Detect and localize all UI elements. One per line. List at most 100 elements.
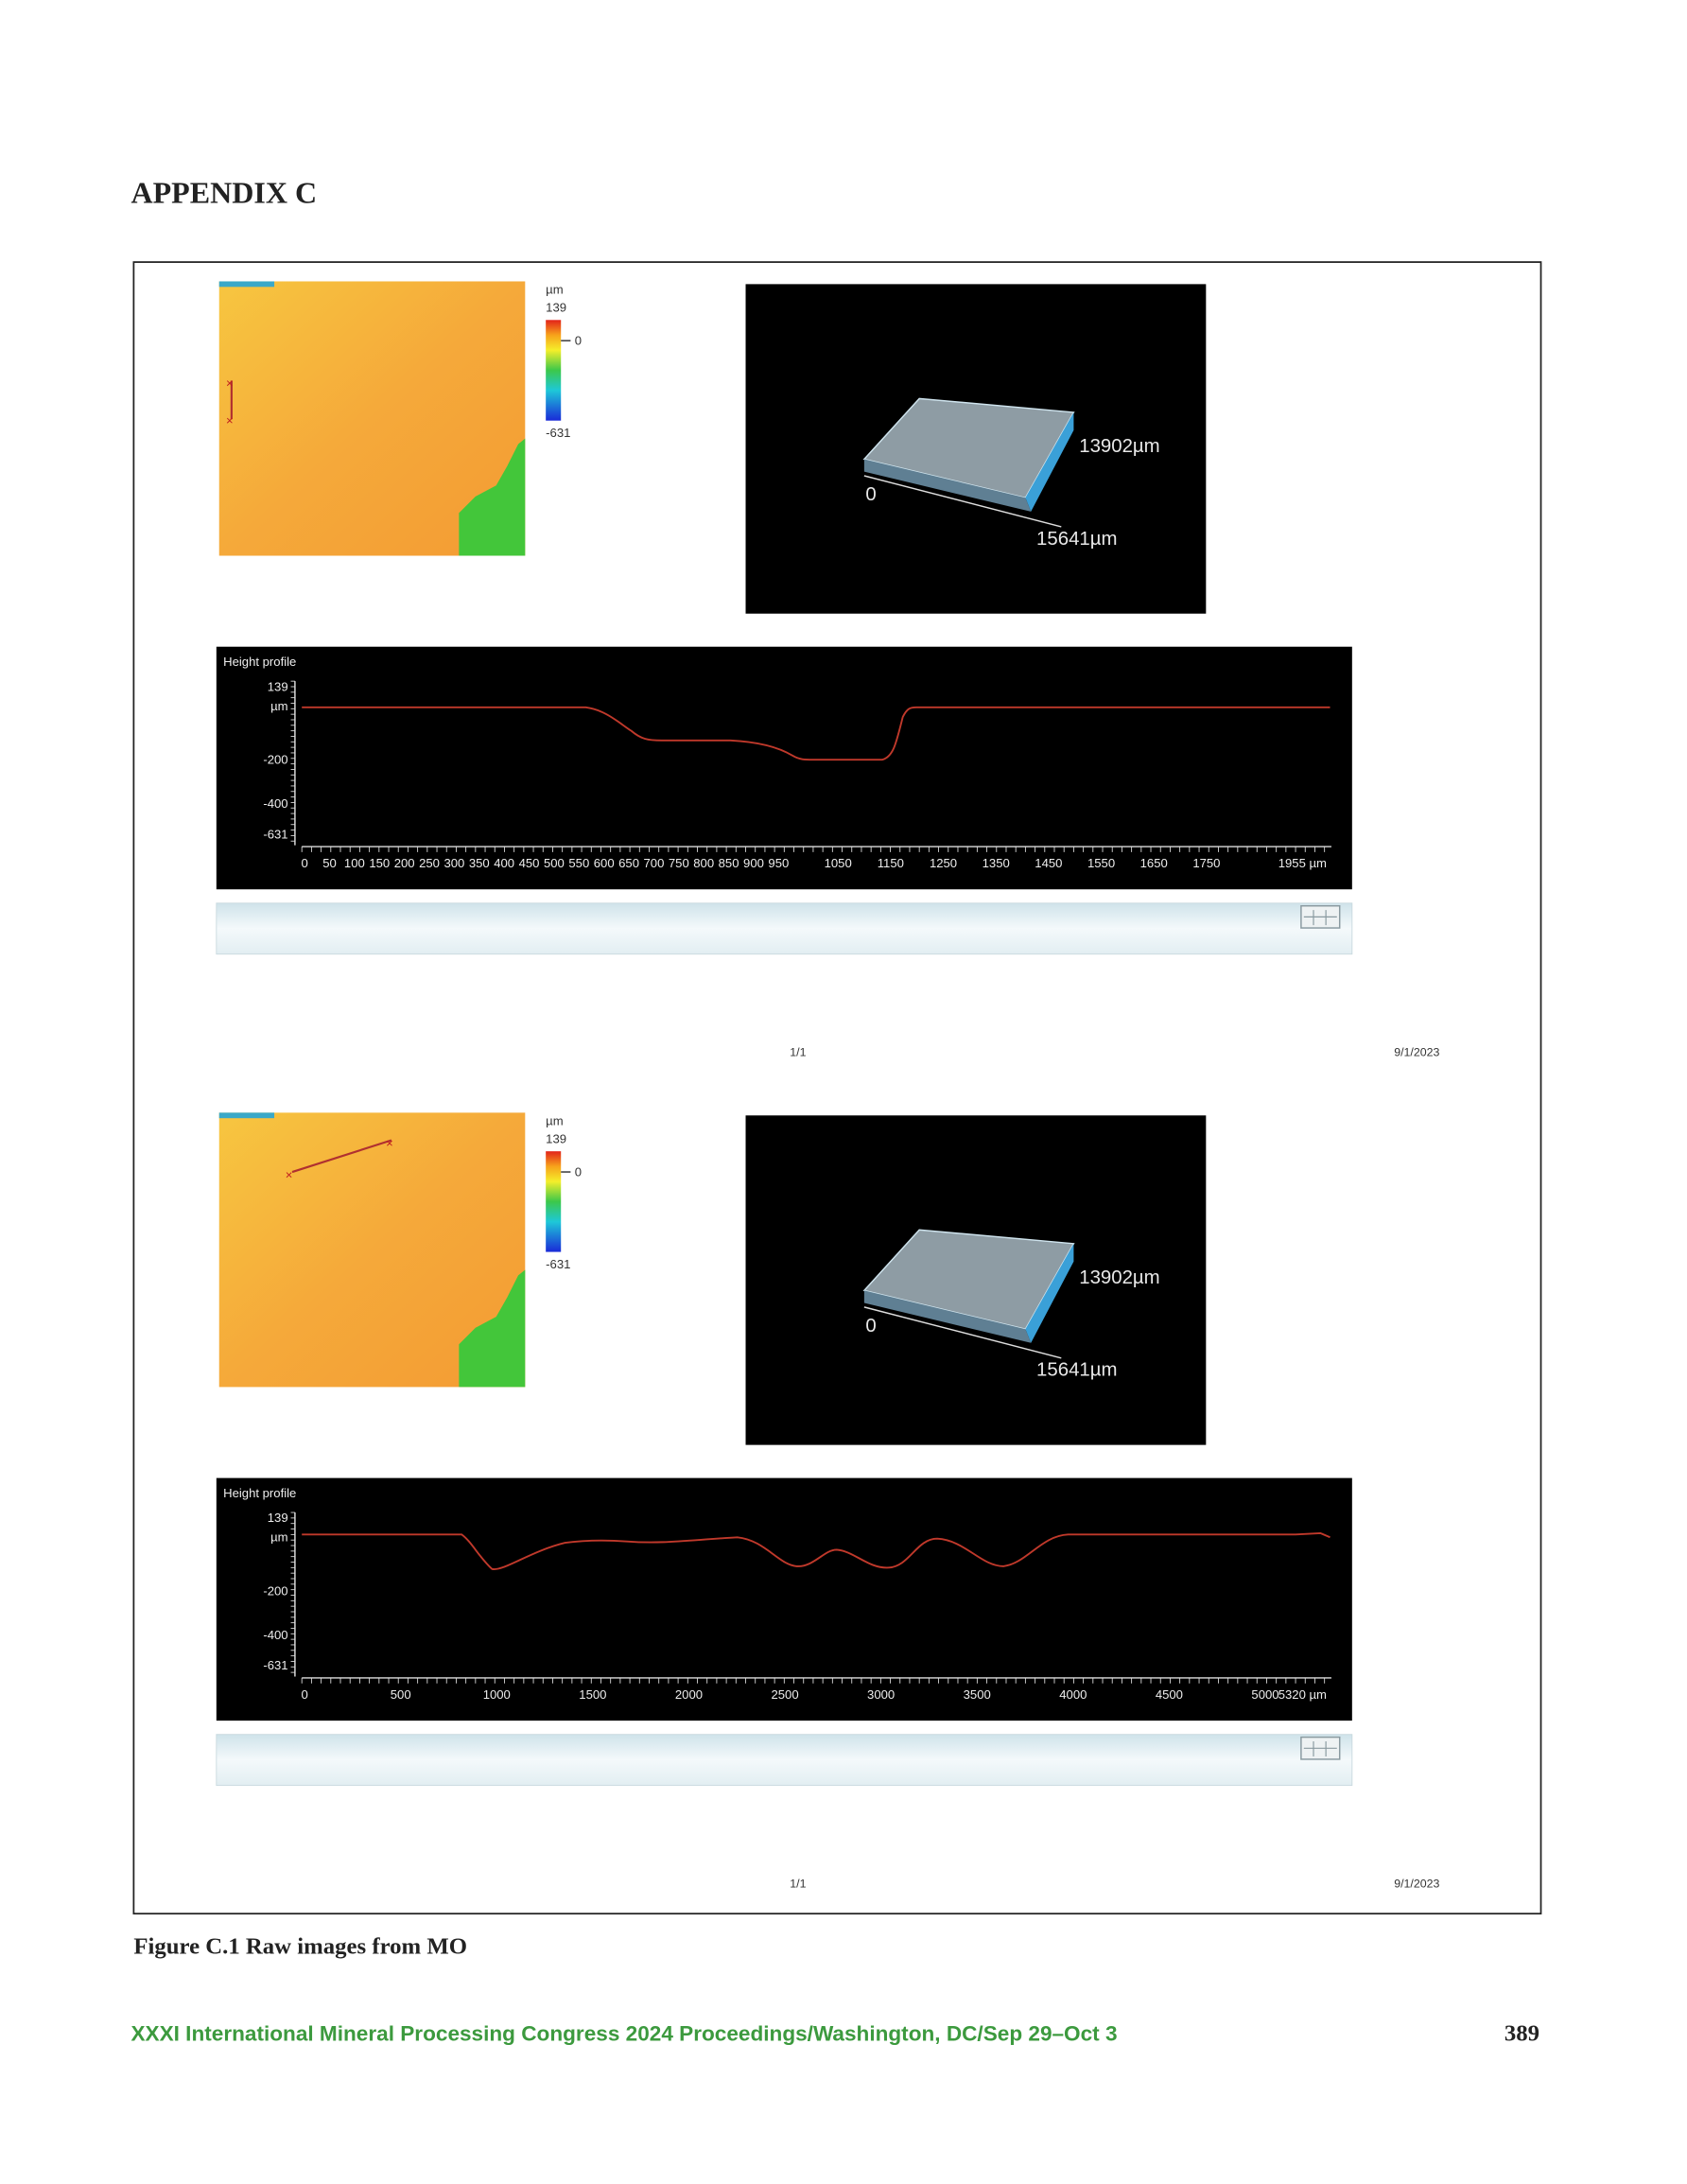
x-label: 5320 µm (1278, 1687, 1327, 1702)
color-bar-max: 139 (546, 1131, 566, 1145)
toolbar-band (216, 1734, 1353, 1787)
x-label: 1000 (483, 1687, 511, 1702)
origin-label: 0 (865, 484, 876, 505)
x-label: 4500 (1156, 1687, 1183, 1702)
x-label: 400 (494, 856, 514, 870)
x-label: 300 (443, 856, 464, 870)
x-label: 2000 (675, 1687, 703, 1702)
y-label: -400 (263, 796, 287, 811)
x-label: 5000 (1251, 1687, 1278, 1702)
report-page: 1/1 (790, 1046, 806, 1059)
marker-x: × (386, 1136, 393, 1150)
x-label: 200 (394, 856, 415, 870)
x-label: 1650 (1140, 856, 1168, 870)
color-bar-zero: 0 (575, 334, 582, 348)
y-label: -400 (263, 1628, 287, 1642)
x-label: 700 (644, 856, 665, 870)
profile-curve (302, 1531, 1330, 1570)
color-bar-min: -631 (546, 1257, 570, 1271)
height-profile (216, 1477, 1352, 1721)
profile-title: Height profile (223, 655, 296, 669)
surface-top (862, 397, 1075, 499)
x-label: 50 (322, 856, 337, 870)
x-label: 250 (419, 856, 440, 870)
height-map-low-region (459, 1269, 526, 1388)
toolbar-band (216, 902, 1353, 955)
profile-marker (291, 1139, 392, 1174)
height-profile (216, 646, 1352, 890)
report-page: 1/1 (790, 1877, 806, 1890)
x-label: 1250 (930, 856, 957, 870)
x-label: 550 (568, 856, 589, 870)
x-label: 1500 (579, 1687, 606, 1702)
marker-x: × (226, 376, 234, 391)
surface-side (1025, 411, 1074, 512)
heading: APPENDIX C (130, 175, 317, 209)
y-label: 139 (268, 679, 288, 693)
height-map-edge (218, 281, 275, 288)
table-icon-grid (1303, 1740, 1337, 1757)
x-label: 1750 (1192, 856, 1220, 870)
x-label: 950 (768, 856, 789, 870)
height-map-low-region (459, 438, 526, 556)
axis-3d (863, 475, 1062, 528)
color-bar-min: -631 (546, 426, 570, 440)
x-label: 450 (519, 856, 540, 870)
length-label: 15641µm (1036, 1360, 1117, 1381)
x-label: 0 (301, 856, 307, 870)
x-label: 600 (594, 856, 615, 870)
y-label: -200 (263, 1583, 287, 1598)
report-panel: × × µm 139 0 -631 13902µm 0 15641µm Height profil… (216, 1112, 1440, 1890)
report-panel: × × µm 139 0 -631 13902µm 0 15641µm Height profil… (216, 281, 1440, 1059)
x-label: 800 (693, 856, 714, 870)
surface-side (1025, 1243, 1074, 1343)
footer-proceedings: XXXI International Mineral Processing Co… (130, 2021, 1117, 2045)
x-label: 0 (301, 1687, 307, 1702)
surface-top (862, 1229, 1075, 1331)
x-label: 850 (719, 856, 739, 870)
report-date: 9/1/2023 (1394, 1877, 1439, 1890)
x-label: 1450 (1035, 856, 1062, 870)
x-label: 3000 (867, 1687, 895, 1702)
y-label: µm (270, 1530, 288, 1545)
x-label: 3500 (964, 1687, 991, 1702)
color-bar-unit: µm (546, 283, 564, 297)
color-bar-unit: µm (546, 1113, 564, 1127)
x-label: 900 (743, 856, 764, 870)
profile-curve (302, 706, 1330, 761)
x-label: 650 (618, 856, 639, 870)
x-label: 1150 (878, 856, 904, 870)
x-label: 1955 µm (1278, 856, 1327, 870)
y-label: -631 (263, 1658, 287, 1672)
profile-title: Height profile (223, 1486, 296, 1500)
x-label: 100 (344, 856, 365, 870)
width-label: 13902µm (1079, 436, 1159, 457)
x-label: 150 (369, 856, 390, 870)
x-label: 350 (469, 856, 490, 870)
y-label: 139 (268, 1511, 288, 1525)
height-map-edge (218, 1112, 275, 1119)
color-bar (546, 320, 562, 421)
x-label: 1350 (983, 856, 1010, 870)
color-bar (546, 1151, 562, 1252)
marker-x: × (286, 1167, 293, 1181)
page-number: 389 (1504, 2020, 1539, 2046)
x-label: 750 (669, 856, 689, 870)
color-bar-max: 139 (546, 301, 566, 315)
figure-frame (132, 261, 1542, 1915)
figure-panels: × × µm 139 0 -631 13902µm 0 15641µm Height profil… (216, 281, 1440, 1890)
length-label: 15641µm (1036, 529, 1117, 550)
y-label: µm (270, 699, 288, 713)
x-label: 500 (544, 856, 565, 870)
surface-front (863, 1290, 1032, 1343)
color-bar-zero: 0 (575, 1164, 582, 1179)
y-label: -200 (263, 753, 287, 767)
x-label: 2500 (771, 1687, 798, 1702)
y-label: -631 (263, 827, 287, 841)
x-label: 1050 (825, 856, 852, 870)
width-label: 13902µm (1079, 1267, 1159, 1288)
figure-caption: Figure C.1 Raw images from MO (133, 1933, 467, 1959)
origin-label: 0 (865, 1316, 876, 1337)
